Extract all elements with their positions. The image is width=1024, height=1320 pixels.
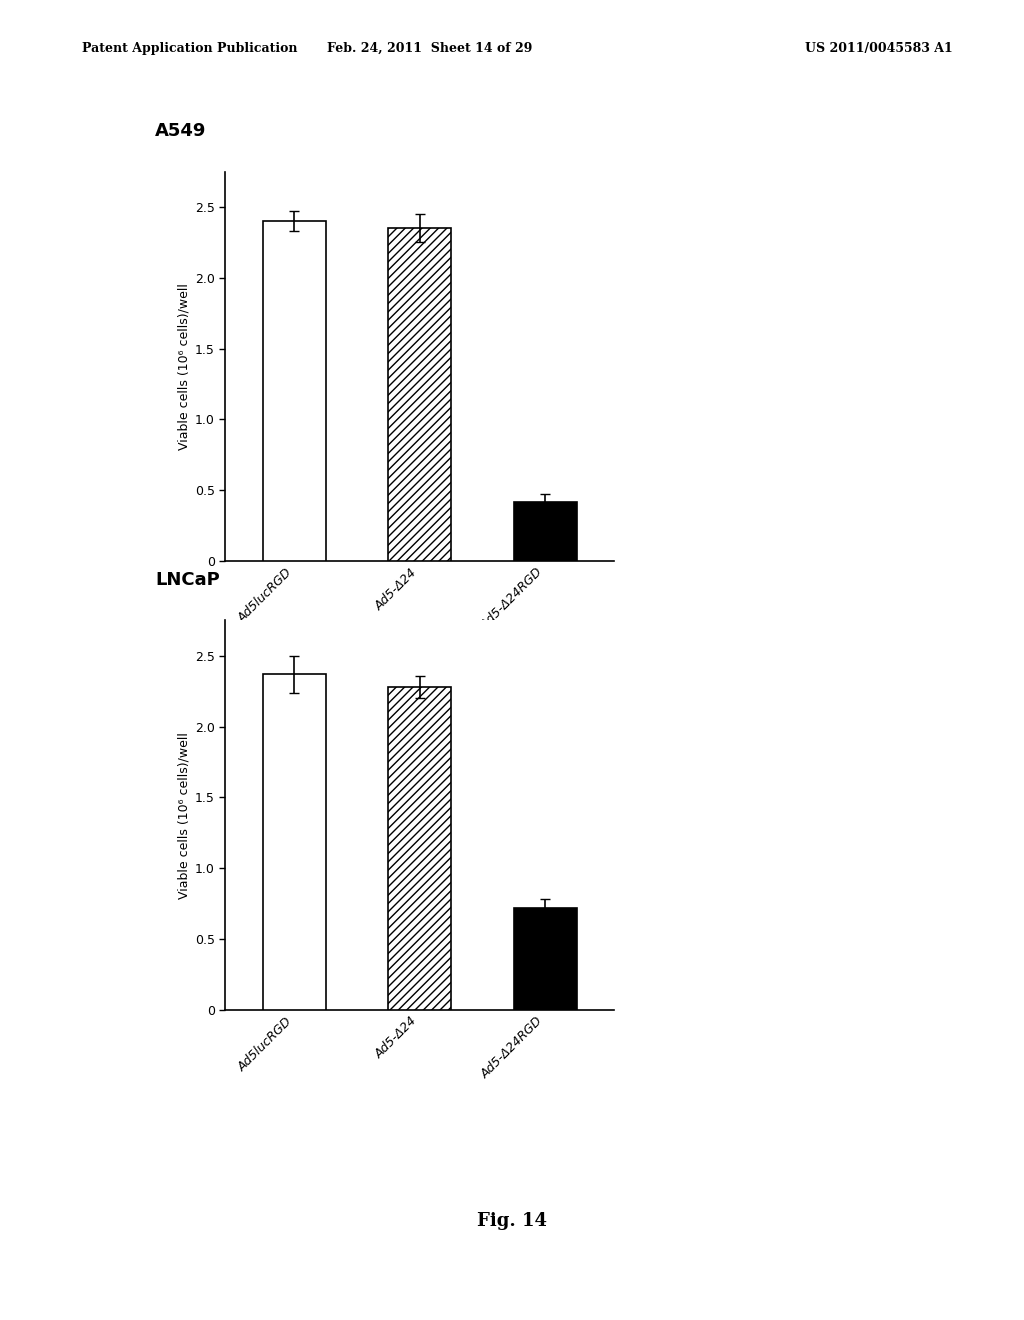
Bar [514,502,577,561]
Bar [388,228,452,561]
Bar [263,222,326,561]
Text: Fig. 14: Fig. 14 [477,1212,547,1230]
Text: A549: A549 [156,123,207,140]
Bar [514,908,577,1010]
Bar [263,675,326,1010]
Text: US 2011/0045583 A1: US 2011/0045583 A1 [805,42,952,55]
Y-axis label: Viable cells (10⁶ cells)/well: Viable cells (10⁶ cells)/well [178,731,190,899]
Y-axis label: Viable cells (10⁶ cells)/well: Viable cells (10⁶ cells)/well [178,282,190,450]
Bar [388,686,452,1010]
Text: Feb. 24, 2011  Sheet 14 of 29: Feb. 24, 2011 Sheet 14 of 29 [328,42,532,55]
Text: LNCaP: LNCaP [156,572,220,589]
Text: Patent Application Publication: Patent Application Publication [82,42,297,55]
